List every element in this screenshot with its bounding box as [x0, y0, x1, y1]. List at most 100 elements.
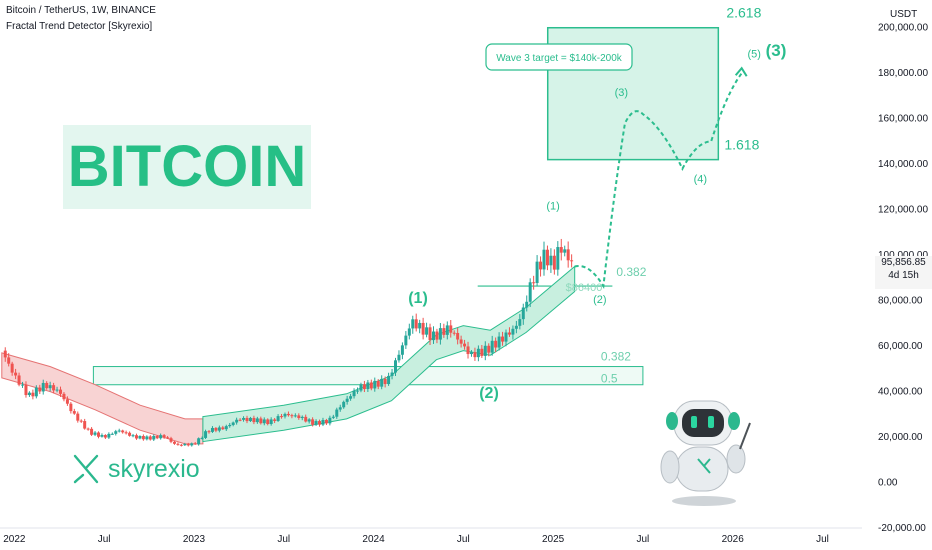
candle-body	[159, 435, 163, 439]
wave-label-minor: (4)	[694, 173, 707, 185]
candle-body	[335, 409, 339, 417]
x-tick-label: 2026	[722, 534, 745, 545]
candle-body	[235, 419, 239, 423]
candle-body	[207, 431, 211, 433]
candle-body	[501, 336, 505, 342]
candle-body	[72, 411, 76, 414]
candle-body	[245, 417, 249, 422]
candle-body	[428, 327, 432, 341]
current-price-tag: 95,856.85 4d 15h	[875, 256, 932, 289]
candle-body	[532, 282, 536, 284]
candle-body	[283, 413, 287, 417]
candle-body	[300, 416, 304, 419]
candle-body	[48, 385, 52, 389]
candle-body	[255, 418, 259, 423]
wave-label-minor: (3)	[615, 87, 628, 99]
candle-body	[34, 387, 38, 397]
candle-body	[128, 432, 132, 436]
candle-body	[59, 389, 63, 394]
candle-body	[286, 413, 290, 416]
candle-body	[469, 352, 473, 355]
candle-body	[41, 382, 45, 392]
candle-body	[248, 417, 252, 422]
candle-body	[459, 339, 463, 344]
candle-body	[27, 392, 31, 396]
chart-symbol-label[interactable]: Bitcoin / TetherUS, 1W, BINANCE	[6, 5, 156, 16]
projection-path	[574, 72, 743, 290]
candle-body	[100, 435, 104, 437]
candle-body	[545, 249, 549, 266]
candle-body	[525, 301, 529, 308]
candle-body	[407, 328, 411, 336]
candle-body	[304, 416, 308, 422]
candle-body	[387, 375, 391, 385]
wave-label-minor: (5)	[748, 48, 761, 60]
candle-body	[539, 261, 543, 270]
candle-body	[449, 325, 453, 333]
candle-body	[400, 345, 404, 355]
candle-body	[480, 348, 484, 356]
candle-body	[376, 380, 380, 387]
y-tick-label: 0.00	[878, 478, 898, 489]
candle-body	[259, 418, 263, 424]
wave-label-minor: (1)	[546, 201, 559, 213]
candle-body	[466, 346, 470, 355]
candle-body	[179, 444, 183, 446]
candle-body	[483, 345, 487, 356]
candle-body	[307, 419, 311, 422]
candle-body	[373, 380, 377, 389]
candle-body	[542, 249, 546, 270]
candle-body	[552, 255, 556, 270]
skyrexio-logo-icon	[73, 454, 99, 484]
wave-label-major: (3)	[766, 41, 787, 60]
candle-body	[24, 384, 28, 396]
candle-body	[438, 328, 442, 340]
candle-body	[570, 260, 574, 262]
candle-body	[217, 427, 221, 431]
candle-body	[442, 328, 446, 335]
candle-body	[176, 443, 180, 445]
candle-body	[452, 332, 456, 334]
candle-body	[45, 382, 49, 389]
candle-body	[276, 416, 280, 421]
candle-body	[366, 382, 370, 390]
candle-body	[114, 431, 118, 434]
candle-body	[338, 407, 342, 410]
candle-body	[559, 247, 563, 253]
candle-body	[21, 384, 25, 386]
candle-body	[83, 421, 87, 429]
candle-body	[356, 390, 360, 392]
y-tick-label: 120,000.00	[878, 205, 928, 216]
candle-body	[507, 332, 511, 335]
candle-body	[145, 436, 149, 440]
indicator-label[interactable]: Fractal Trend Detector [Skyrexio]	[6, 21, 153, 32]
candle-body	[369, 382, 373, 389]
candle-body	[166, 437, 170, 439]
candle-body	[383, 378, 387, 385]
projection-arrowhead	[734, 66, 748, 77]
candle-body	[494, 340, 498, 348]
candle-body	[476, 348, 480, 358]
candle-body	[324, 419, 328, 424]
candle-body	[280, 416, 284, 418]
y-tick-label: 100,000.00	[878, 250, 928, 261]
candle-body	[107, 433, 111, 438]
candle-body	[10, 363, 14, 373]
candle-body	[414, 319, 418, 329]
candle-body	[93, 432, 97, 435]
candle-body	[521, 307, 525, 320]
candle-body	[242, 417, 246, 420]
candle-body	[290, 415, 294, 417]
band-label-top: 0.382	[601, 350, 631, 364]
y-tick-label: 60,000.00	[878, 341, 923, 352]
candle-body	[487, 345, 491, 353]
level-value-label: $86400	[566, 282, 603, 294]
page-title: BITCOIN	[67, 134, 307, 199]
brand-watermark: skyrexio	[70, 453, 200, 485]
candle-body	[7, 357, 11, 364]
y-tick-label: 180,000.00	[878, 68, 928, 79]
candle-body	[390, 372, 394, 376]
bull-ribbon	[202, 265, 576, 443]
brand-name: skyrexio	[108, 454, 200, 483]
